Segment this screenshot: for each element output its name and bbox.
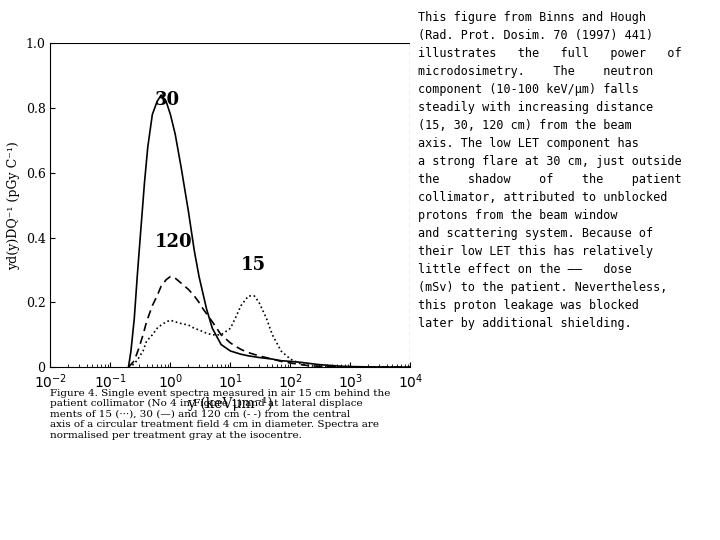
Text: Figure 4. Single event spectra measured in air 15 cm behind the
patient collimat: Figure 4. Single event spectra measured … [50,389,391,440]
Text: 120: 120 [155,233,192,251]
X-axis label: y (keVμm⁻¹): y (keVμm⁻¹) [188,396,273,410]
Y-axis label: yd(y)DQ⁻¹ (pGy C⁻¹): yd(y)DQ⁻¹ (pGy C⁻¹) [7,141,20,269]
Text: This figure from Binns and Hough
(Rad. Prot. Dosim. 70 (1997) 441)
illustrates  : This figure from Binns and Hough (Rad. P… [418,11,681,330]
Text: 15: 15 [241,256,266,274]
Text: 30: 30 [155,91,180,109]
Text: little effect on the: little effect on the [418,351,567,364]
